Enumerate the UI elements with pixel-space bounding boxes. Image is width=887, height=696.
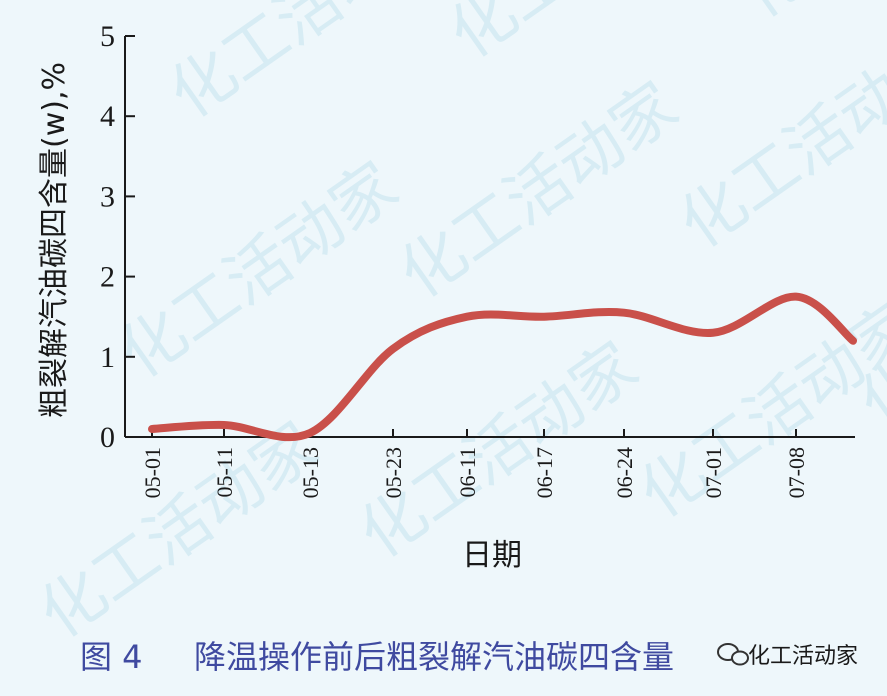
y-tick-label: 3 — [100, 180, 115, 213]
watermark-text: 化工活动家 — [107, 149, 412, 393]
watermark-text: 化工活动家 — [437, 0, 742, 73]
x-tick-label: 05-23 — [381, 447, 406, 498]
logo-text: 化工活动家 — [748, 644, 858, 669]
y-tick-label: 5 — [100, 20, 115, 53]
x-tick-label: 07-01 — [701, 447, 726, 498]
watermark-text: 化工活动家 — [667, 19, 887, 263]
y-ticks: 0 1 2 3 4 5 — [100, 20, 135, 454]
logo: 化工活动家 — [717, 643, 858, 669]
figure-number: 图 4 — [80, 638, 143, 676]
y-tick-label: 0 — [100, 421, 115, 454]
x-tick-label: 06-17 — [532, 447, 557, 498]
watermark-text: 化工活动家 — [387, 69, 692, 313]
watermark-text: 化工活动家 — [27, 409, 332, 653]
x-tick-label: 05-01 — [140, 447, 165, 498]
x-tick-label: 05-11 — [212, 447, 237, 498]
x-tick-label: 06-11 — [455, 447, 480, 498]
y-axis-title: 粗裂解汽油碳四含量(w),% — [37, 62, 72, 418]
x-ticks: 05-01 05-11 05-13 05-23 06-11 06-17 06-24 07-01… — [140, 429, 809, 498]
axes — [124, 36, 855, 438]
y-tick-label: 1 — [100, 341, 115, 374]
wechat-icon — [717, 643, 749, 666]
y-tick-label: 2 — [100, 261, 115, 294]
x-tick-label: 06-24 — [612, 447, 637, 498]
y-tick-label: 4 — [100, 100, 115, 133]
watermark-text: 化工活动家 — [157, 0, 462, 133]
figure-caption: 降温操作前后粗裂解汽油碳四含量 — [194, 638, 674, 676]
watermark-text: 化工活动家 — [727, 0, 887, 33]
x-axis-title: 日期 — [462, 538, 522, 573]
x-tick-label: 07-08 — [784, 447, 809, 498]
series-line — [148, 292, 857, 442]
x-tick-label: 05-13 — [298, 447, 323, 498]
